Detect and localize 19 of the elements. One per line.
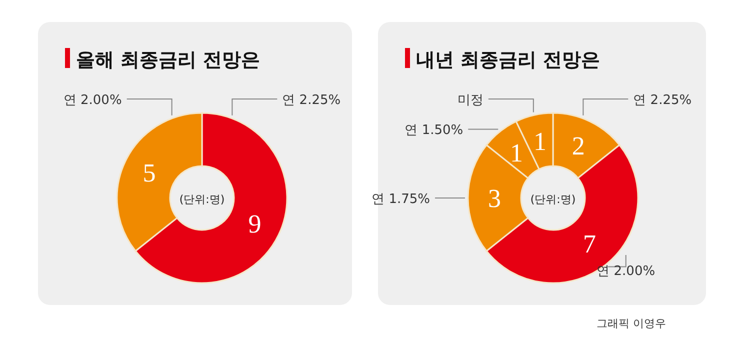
slice-label: 연 1.75%	[372, 192, 430, 207]
data-label: 2	[572, 131, 585, 160]
slice-label: 연 2.25%	[633, 93, 692, 108]
chart-title: 내년 최종금리 전망은	[416, 49, 600, 71]
data-label: 5	[142, 158, 156, 188]
slice-label: 연 2.00%	[596, 264, 656, 279]
data-label: 1	[510, 138, 524, 168]
text: 그래픽 이영우	[596, 317, 666, 330]
chart-title: 올해 최종금리 전망은	[76, 49, 260, 71]
data-label: 9	[248, 209, 262, 238]
text: (단위:명)	[179, 193, 225, 206]
data-label: 3	[488, 184, 501, 213]
text: (단위:명)	[530, 193, 576, 206]
data-label: 7	[582, 230, 596, 259]
slice-label: 미정	[457, 93, 484, 108]
data-label: 1	[533, 126, 546, 156]
slice-label: 연 1.50%	[404, 123, 464, 138]
slice-label: 연 2.25%	[282, 93, 341, 108]
slice-label: 연 2.00%	[63, 93, 122, 108]
